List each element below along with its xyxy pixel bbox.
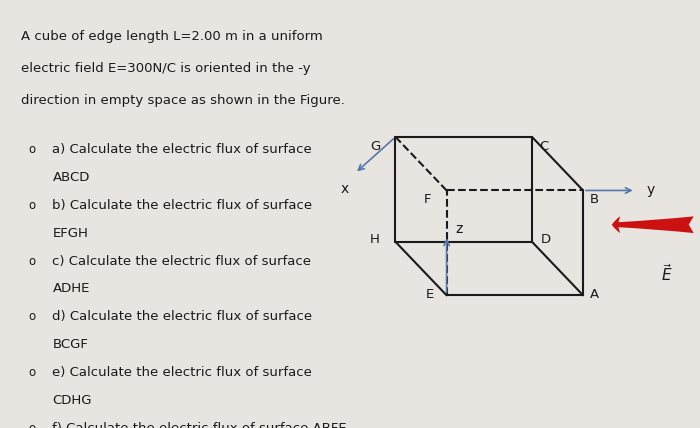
Text: b) Calculate the electric flux of surface: b) Calculate the electric flux of surfac… (52, 199, 313, 212)
Text: A cube of edge length L=2.00 m in a uniform: A cube of edge length L=2.00 m in a unif… (21, 30, 323, 43)
Text: electric field E=300N/C is oriented in the -y: electric field E=300N/C is oriented in t… (21, 62, 311, 75)
Text: CDHG: CDHG (52, 394, 92, 407)
Text: ADHE: ADHE (52, 282, 90, 295)
Text: e) Calculate the electric flux of surface: e) Calculate the electric flux of surfac… (52, 366, 312, 379)
Text: o: o (28, 199, 35, 212)
Text: G: G (370, 140, 380, 153)
Text: C: C (539, 140, 548, 153)
Text: BCGF: BCGF (52, 338, 88, 351)
Text: EFGH: EFGH (52, 227, 88, 240)
Text: a) Calculate the electric flux of surface: a) Calculate the electric flux of surfac… (52, 143, 312, 156)
Text: c) Calculate the electric flux of surface: c) Calculate the electric flux of surfac… (52, 255, 312, 268)
Text: D: D (540, 233, 550, 246)
Text: o: o (28, 422, 35, 428)
Text: z: z (455, 222, 463, 236)
Text: x: x (341, 182, 349, 196)
Text: F: F (424, 193, 431, 205)
Text: ABCD: ABCD (52, 171, 90, 184)
Text: B: B (590, 193, 599, 205)
Text: E: E (426, 288, 434, 301)
Text: o: o (28, 366, 35, 379)
Text: direction in empty space as shown in the Figure.: direction in empty space as shown in the… (21, 94, 345, 107)
Text: y: y (646, 184, 654, 197)
Text: H: H (370, 233, 380, 246)
Text: o: o (28, 310, 35, 323)
Text: A: A (590, 288, 599, 301)
Text: o: o (28, 255, 35, 268)
Text: o: o (28, 143, 35, 156)
Text: f) Calculate the electric flux of surface ABFE: f) Calculate the electric flux of surfac… (52, 422, 347, 428)
Text: $\vec{E}$: $\vec{E}$ (661, 264, 672, 284)
Text: d) Calculate the electric flux of surface: d) Calculate the electric flux of surfac… (52, 310, 313, 323)
